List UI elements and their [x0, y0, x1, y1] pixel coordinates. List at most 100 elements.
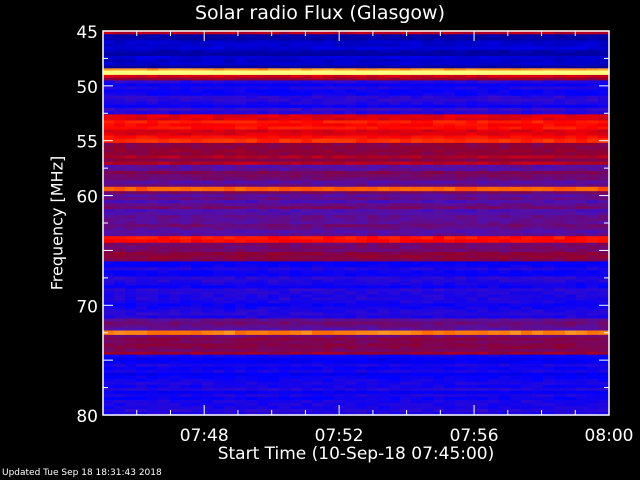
- heatmap-cell: [169, 264, 181, 269]
- heatmap-cell: [169, 104, 181, 109]
- heatmap-cell: [565, 183, 577, 188]
- heatmap-cell: [279, 264, 291, 269]
- heatmap-cell: [422, 218, 434, 222]
- heatmap-cell: [598, 306, 610, 311]
- heatmap-cell: [554, 218, 566, 222]
- heatmap-cell: [103, 306, 115, 311]
- heatmap-cell: [279, 31, 291, 35]
- heatmap-cell: [543, 92, 555, 97]
- heatmap-cell: [136, 291, 148, 296]
- heatmap-cell: [378, 171, 390, 175]
- heatmap-cell: [125, 255, 137, 259]
- heatmap-cell: [268, 267, 280, 272]
- heatmap-cell: [279, 186, 291, 192]
- heatmap-cell: [301, 62, 313, 66]
- heatmap-cell: [455, 101, 467, 106]
- heatmap-cell: [213, 321, 225, 326]
- heatmap-cell: [312, 120, 324, 125]
- heatmap-cell: [224, 126, 236, 131]
- heatmap-cell: [510, 68, 522, 72]
- heatmap-cell: [389, 65, 401, 69]
- heatmap-cell: [554, 74, 566, 79]
- heatmap-cell: [455, 142, 467, 147]
- heatmap-cell: [422, 337, 434, 342]
- heatmap-cell: [301, 334, 313, 339]
- heatmap-cell: [543, 158, 555, 163]
- heatmap-cell: [422, 285, 434, 290]
- heatmap-cell: [543, 227, 555, 231]
- heatmap-cell: [400, 312, 412, 317]
- heatmap-cell: [345, 233, 357, 237]
- heatmap-cell: [598, 203, 610, 207]
- heatmap-cell: [103, 273, 115, 278]
- heatmap-cell: [334, 120, 346, 125]
- heatmap-cell: [202, 264, 214, 269]
- heatmap-cell: [301, 318, 313, 323]
- heatmap-cell: [191, 300, 203, 305]
- heatmap-cell: [114, 132, 126, 137]
- heatmap-cell: [466, 282, 478, 287]
- heatmap-cell: [532, 171, 544, 175]
- heatmap-cell: [334, 114, 346, 118]
- heatmap-cell: [246, 306, 258, 311]
- heatmap-cell: [367, 120, 379, 125]
- heatmap-cell: [301, 55, 313, 60]
- heatmap-cell: [345, 152, 357, 157]
- heatmap-cell: [202, 239, 214, 244]
- heatmap-cell: [466, 152, 478, 157]
- heatmap-cell: [312, 114, 324, 118]
- heatmap-cell: [378, 86, 390, 91]
- heatmap-cell: [136, 297, 148, 302]
- heatmap-cell: [455, 62, 467, 66]
- heatmap-cell: [136, 138, 148, 144]
- heatmap-cell: [114, 215, 126, 219]
- heatmap-cell: [246, 49, 258, 54]
- heatmap-cell: [136, 312, 148, 317]
- heatmap-cell: [598, 183, 610, 188]
- heatmap-cell: [400, 177, 412, 182]
- heatmap-cell: [554, 303, 566, 308]
- heatmap-cell: [312, 343, 324, 347]
- heatmap-cell: [598, 158, 610, 163]
- heatmap-cell: [257, 227, 269, 231]
- heatmap-cell: [433, 340, 445, 344]
- heatmap-cell: [488, 236, 500, 241]
- chart-title: Solar radio Flux (Glasgow): [194, 2, 446, 24]
- heatmap-cell: [444, 288, 456, 293]
- heatmap-cell: [411, 80, 423, 85]
- heatmap-cell: [279, 164, 291, 169]
- heatmap-cell: [554, 282, 566, 287]
- heatmap-cell: [334, 167, 346, 172]
- heatmap-cell: [378, 142, 390, 147]
- heatmap-cell: [356, 104, 368, 109]
- heatmap-cell: [510, 360, 522, 365]
- heatmap-cell: [268, 288, 280, 293]
- heatmap-cell: [576, 200, 588, 204]
- heatmap-cell: [587, 65, 599, 69]
- heatmap-cell: [224, 177, 236, 182]
- heatmap-cell: [136, 68, 148, 72]
- heatmap-cell: [345, 92, 357, 97]
- heatmap-cell: [444, 354, 456, 359]
- heatmap-cell: [598, 111, 610, 115]
- heatmap-cell: [367, 164, 379, 169]
- heatmap-cell: [125, 206, 137, 210]
- heatmap-cell: [400, 171, 412, 175]
- heatmap-cell: [356, 360, 368, 365]
- heatmap-cell: [114, 279, 126, 284]
- heatmap-cell: [422, 248, 434, 253]
- heatmap-cell: [554, 62, 566, 66]
- heatmap-cell: [587, 252, 599, 256]
- heatmap-cell: [444, 114, 456, 118]
- heatmap-cell: [455, 52, 467, 57]
- heatmap-cell: [268, 303, 280, 308]
- heatmap-cell: [466, 104, 478, 109]
- heatmap-cell: [257, 209, 269, 213]
- heatmap-cell: [389, 171, 401, 175]
- heatmap-cell: [433, 135, 445, 140]
- heatmap-cell: [389, 288, 401, 293]
- heatmap-cell: [224, 104, 236, 109]
- heatmap-cell: [279, 40, 291, 45]
- heatmap-cell: [400, 114, 412, 118]
- heatmap-cell: [147, 104, 159, 109]
